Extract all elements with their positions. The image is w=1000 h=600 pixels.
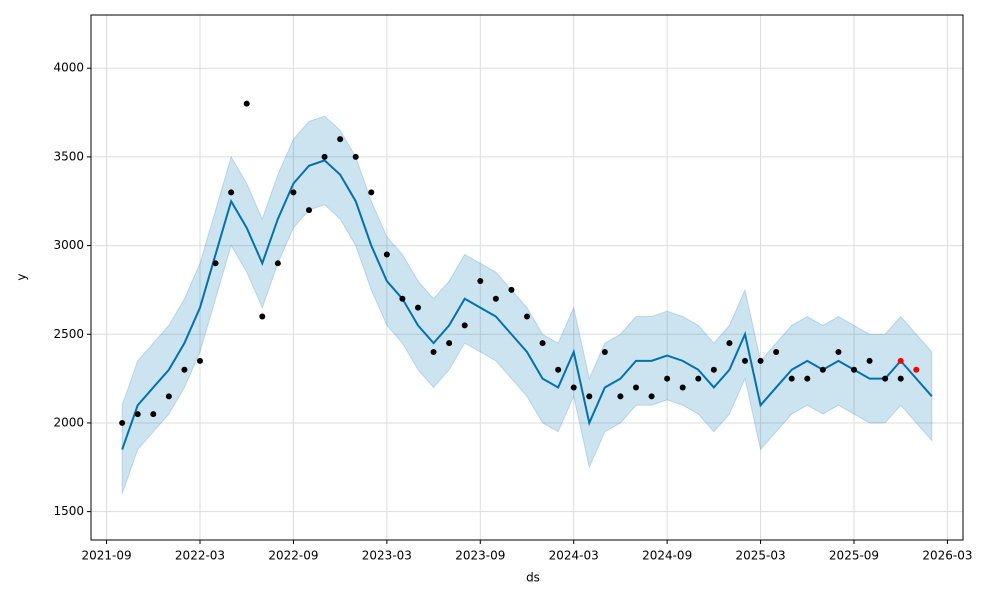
data-point [773,348,780,355]
data-point [710,366,717,373]
data-point [290,189,297,196]
data-point [555,366,562,373]
x-tick-label: 2025-03 [736,549,786,563]
data-point [726,340,733,347]
data-point [835,348,842,355]
data-point [788,375,795,382]
x-tick-label: 2024-09 [642,549,692,563]
data-point [508,286,515,293]
data-point [415,304,421,311]
data-point [851,366,857,373]
data-point [212,260,219,267]
plot-frame [90,14,964,541]
data-point [570,384,577,391]
data-point [228,189,235,196]
y-tick-label: 2000 [53,415,84,429]
data-point [383,251,390,258]
data-point [430,348,437,355]
data-point [757,357,764,364]
x-tick-label: 2026-03 [922,549,972,563]
y-tick-label: 2500 [53,327,84,341]
data-point [524,313,530,320]
data-point [368,189,375,196]
y-tick-label: 3500 [53,149,84,163]
data-point [664,375,671,382]
data-point [461,322,468,329]
data-point [337,136,344,143]
data-point [804,375,811,382]
x-tick-label: 2023-09 [455,549,505,563]
data-point [165,393,172,400]
data-point [648,393,655,400]
data-point [197,357,203,364]
y-tick-label: 3000 [53,238,84,252]
data-point [306,207,312,214]
y-tick-label: 4000 [53,61,84,75]
y-tick-label: 1500 [53,504,84,518]
data-point [352,153,359,160]
data-point [695,375,702,382]
data-point [243,100,250,107]
x-tick-label: 2024-03 [549,549,599,563]
data-point [601,348,608,355]
x-tick-label: 2023-03 [362,549,412,563]
data-point [274,260,281,267]
x-tick-label: 2025-09 [829,549,879,563]
x-tick-label: 2022-09 [268,549,318,563]
data-point [477,278,484,285]
data-point [134,411,141,418]
data-point [897,375,904,382]
y-axis-label: y [15,273,29,280]
data-point [586,393,593,400]
data-point [866,357,873,364]
data-point [150,411,157,418]
data-point [399,295,406,302]
x-axis-label: ds [526,571,540,585]
data-point [259,313,266,320]
data-point [882,375,889,382]
data-point [897,357,904,364]
data-point [446,340,453,347]
data-point [679,384,686,391]
x-tick-label: 2022-03 [175,549,225,563]
data-point [742,357,748,364]
uncertainty-band [121,115,933,495]
data-point [819,366,826,373]
data-point [913,366,920,373]
forecast-line [121,159,933,450]
data-point [119,419,126,426]
x-tick-label: 2021-09 [82,549,132,563]
data-point [617,393,624,400]
data-point [539,340,546,347]
data-point [633,384,639,391]
data-point [321,153,328,160]
data-point [181,366,188,373]
data-point [492,295,499,302]
